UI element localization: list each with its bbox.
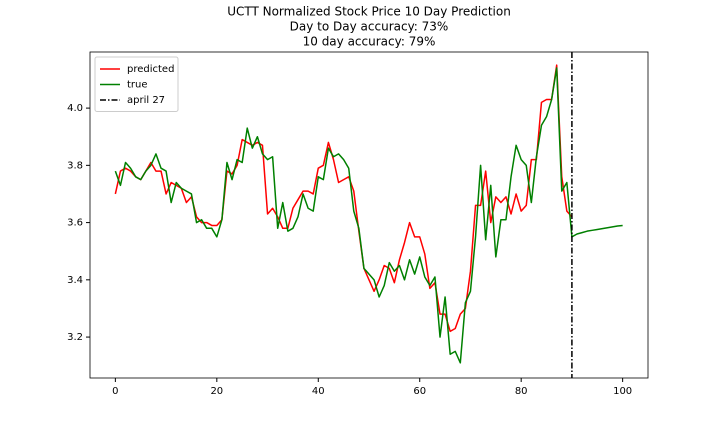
legend-label: april 27 — [127, 95, 165, 106]
plot-frame — [89, 51, 649, 379]
x-tick-label: 0 — [112, 386, 118, 397]
chart-subtitle: Day to Day accuracy: 73% — [290, 20, 449, 34]
legend-label: true — [127, 80, 148, 91]
y-tick-label: 3.4 — [67, 275, 83, 286]
y-tick-label: 3.2 — [67, 332, 83, 343]
chart-subtitle: 10 day accuracy: 79% — [303, 35, 436, 49]
legend-label: predicted — [127, 64, 174, 75]
x-tick-label: 60 — [413, 386, 426, 397]
legend: predicted true april 27 — [94, 56, 179, 112]
series-line — [114, 64, 573, 333]
chart-title: UCTT Normalized Stock Price 10 Day Predi… — [227, 5, 511, 19]
x-tick-label: 20 — [210, 386, 223, 397]
y-tick-label: 3.6 — [67, 218, 83, 229]
y-tick-label: 3.8 — [67, 160, 83, 171]
legend-box — [94, 56, 179, 112]
x-tick-label: 100 — [613, 386, 632, 397]
series-line — [114, 67, 623, 364]
x-tick-label: 40 — [312, 386, 325, 397]
x-tick-label: 80 — [515, 386, 528, 397]
y-tick-label: 4.0 — [67, 103, 83, 114]
